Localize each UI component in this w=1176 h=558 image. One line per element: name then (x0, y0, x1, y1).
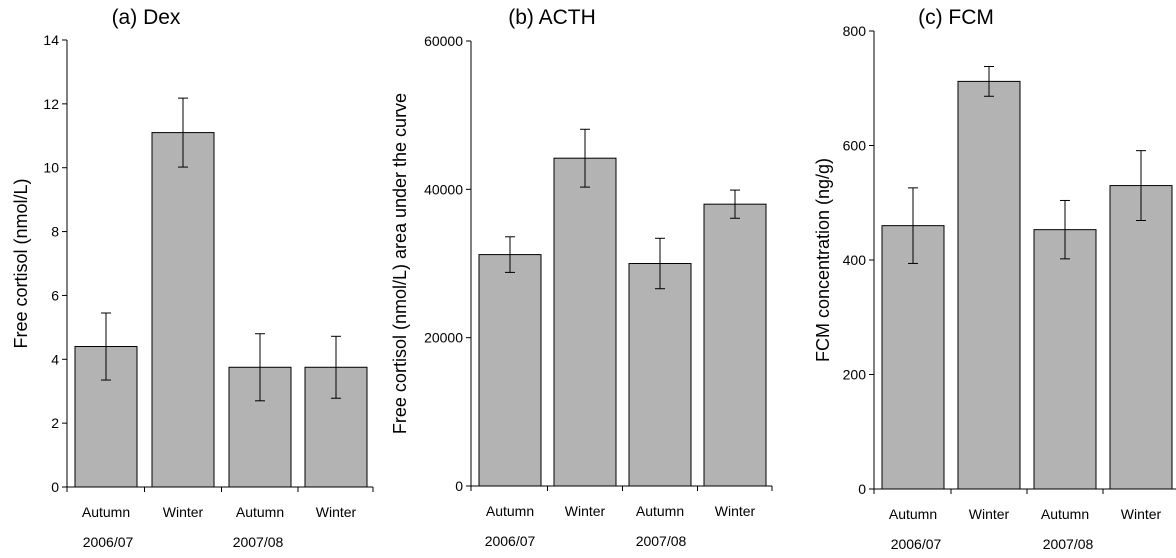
chart-title: (c) FCM (918, 6, 994, 29)
x-group-label: 2007/08 (1043, 536, 1094, 552)
chart-panel-acth: (b) ACTH Free cortisol (nmol/L) area unde… (390, 6, 773, 549)
x-category-label: Winter (163, 504, 204, 520)
y-tick-label: 0 (858, 481, 866, 497)
y-tick-label: 800 (843, 23, 867, 39)
y-tick-label: 6 (51, 287, 59, 303)
bar (881, 225, 945, 490)
y-tick-label: 14 (43, 32, 59, 48)
x-category-label: Winter (715, 503, 756, 519)
x-group-label: 2007/08 (233, 534, 284, 550)
bar (703, 203, 767, 487)
chart-panel-fcm: (c) FCM FCM concentration (ng/g) 0 200 400 60… (813, 6, 1176, 552)
x-group-label: 2006/07 (485, 533, 536, 549)
x-category-label: Autumn (486, 503, 534, 519)
bar (628, 263, 692, 487)
y-axis-label: Free cortisol (nmol/L) (11, 178, 31, 348)
x-category-label: Autumn (82, 504, 130, 520)
x-category-label: Autumn (636, 503, 684, 519)
x-category-label: Winter (1121, 506, 1162, 522)
x-category-label: Autumn (889, 506, 937, 522)
y-tick-label: 2 (51, 415, 59, 431)
bar (151, 132, 215, 488)
y-tick-label: 10 (43, 160, 59, 176)
chart-title: (a) Dex (112, 6, 181, 29)
bar (1033, 229, 1097, 490)
y-tick-label: 400 (843, 252, 867, 268)
y-tick-label: 600 (843, 138, 867, 154)
y-tick-label: 200 (843, 367, 867, 383)
y-tick-label: 0 (455, 478, 463, 494)
chart-panel-dex: (a) Dex Free cortisol (nmol/L) 0 2 4 6 8 10 12 14… (11, 6, 374, 550)
x-category-label: Winter (969, 506, 1010, 522)
y-tick-label: 20000 (424, 330, 463, 346)
x-group-label: 2006/07 (83, 534, 134, 550)
y-tick-label: 4 (51, 351, 59, 367)
bar (1109, 185, 1173, 490)
y-tick-label: 60000 (424, 33, 463, 49)
y-axis-label: FCM concentration (ng/g) (813, 158, 833, 362)
x-category-label: Autumn (236, 504, 284, 520)
bar (478, 254, 542, 487)
x-group-label: 2006/07 (891, 536, 942, 552)
x-category-label: Autumn (1041, 506, 1089, 522)
x-category-label: Winter (316, 504, 357, 520)
bar (957, 80, 1021, 490)
y-tick-label: 12 (43, 96, 59, 112)
x-group-label: 2007/08 (636, 533, 687, 549)
bar (553, 157, 617, 487)
y-tick-label: 0 (51, 479, 59, 495)
y-tick-label: 8 (51, 224, 59, 240)
y-axis-label: Free cortisol (nmol/L) area under the cu… (390, 93, 410, 434)
x-category-label: Winter (565, 503, 606, 519)
y-tick-label: 40000 (424, 181, 463, 197)
chart-title: (b) ACTH (508, 6, 596, 29)
